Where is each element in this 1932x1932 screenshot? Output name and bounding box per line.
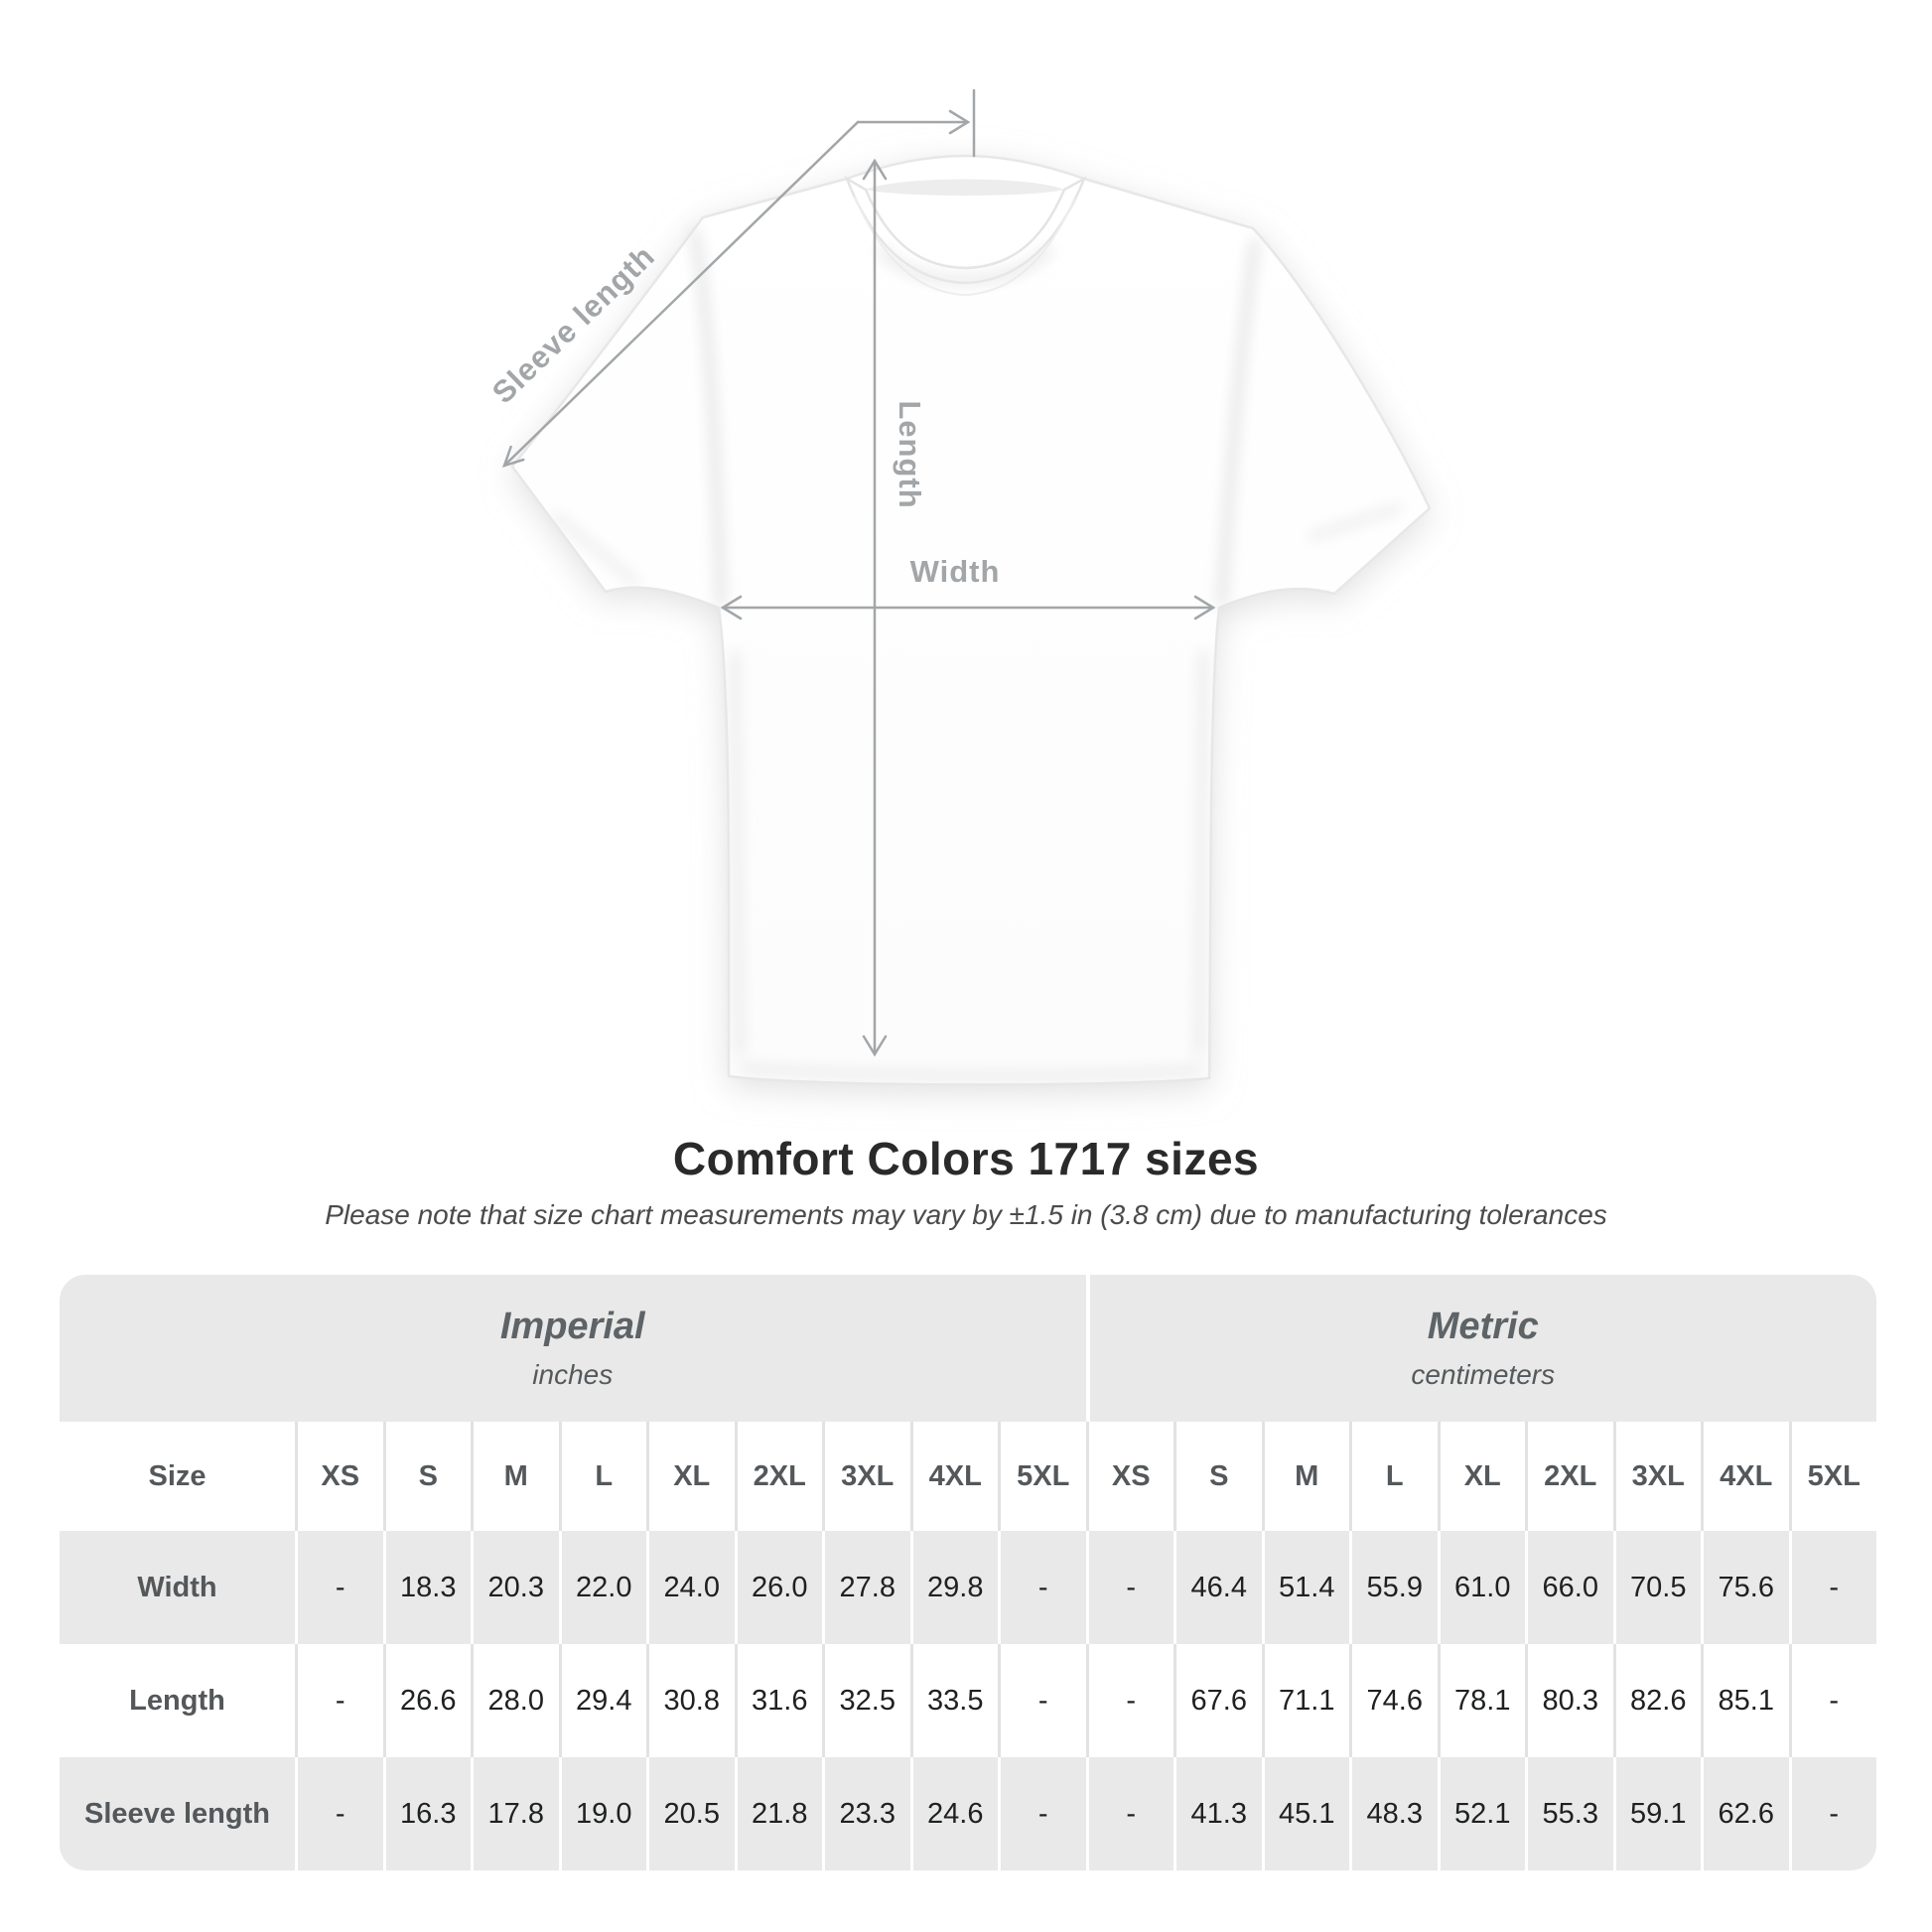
value-cell: 26.6 xyxy=(382,1644,471,1757)
size-column-header: 4XL xyxy=(909,1422,998,1531)
size-column-header: 2XL xyxy=(734,1422,822,1531)
row-label: Sleeve length xyxy=(60,1757,295,1870)
size-corner-header: Size xyxy=(60,1422,295,1531)
value-cell: 85.1 xyxy=(1701,1644,1789,1757)
value-cell: 71.1 xyxy=(1261,1644,1349,1757)
value-cell: 20.3 xyxy=(471,1531,559,1644)
group-sublabel: centimeters xyxy=(1411,1358,1556,1390)
value-cell: 33.5 xyxy=(909,1644,998,1757)
value-cell: 29.4 xyxy=(558,1644,646,1757)
value-cell: 22.0 xyxy=(558,1531,646,1644)
tshirt-image xyxy=(502,88,1432,1086)
value-cell: 74.6 xyxy=(1349,1644,1438,1757)
group-label: Metric xyxy=(1427,1306,1539,1348)
value-cell: 17.8 xyxy=(471,1757,559,1870)
page-title: Comfort Colors 1717 sizes xyxy=(672,1133,1260,1184)
size-column-header: M xyxy=(471,1422,559,1531)
value-cell: - xyxy=(1788,1531,1876,1644)
measurement-arrows xyxy=(502,88,1216,1057)
page-subtitle: Please note that size chart measurements… xyxy=(325,1199,1607,1230)
value-cell: 51.4 xyxy=(1261,1531,1349,1644)
size-column-header: XS xyxy=(295,1422,383,1531)
value-cell: - xyxy=(1085,1644,1173,1757)
value-cell: 78.1 xyxy=(1437,1644,1525,1757)
value-cell: 80.3 xyxy=(1525,1644,1613,1757)
value-cell: - xyxy=(1788,1757,1876,1870)
group-header-metric: Metric centimeters xyxy=(1085,1275,1876,1422)
value-cell: 32.5 xyxy=(822,1644,910,1757)
value-cell: 62.6 xyxy=(1701,1757,1789,1870)
size-table: Imperial inches Metric centimeters Size X… xyxy=(60,1275,1876,1870)
value-cell: 20.5 xyxy=(646,1757,735,1870)
value-cell: 27.8 xyxy=(822,1531,910,1644)
value-cell: 29.8 xyxy=(909,1531,998,1644)
size-column-header: 4XL xyxy=(1701,1422,1789,1531)
value-cell: 59.1 xyxy=(1612,1757,1701,1870)
size-column-header: 3XL xyxy=(822,1422,910,1531)
value-cell: 75.6 xyxy=(1701,1531,1789,1644)
value-cell: 30.8 xyxy=(646,1644,735,1757)
width-arrow xyxy=(720,595,1216,621)
size-column-header: M xyxy=(1261,1422,1349,1531)
size-column-header: 3XL xyxy=(1612,1422,1701,1531)
value-cell: 46.4 xyxy=(1173,1531,1262,1644)
value-cell: - xyxy=(295,1644,383,1757)
value-cell: - xyxy=(998,1531,1086,1644)
value-cell: 67.6 xyxy=(1173,1644,1262,1757)
value-cell: 52.1 xyxy=(1437,1757,1525,1870)
size-column-header: S xyxy=(1173,1422,1262,1531)
group-header-imperial: Imperial inches xyxy=(60,1275,1086,1422)
value-cell: 26.0 xyxy=(734,1531,822,1644)
value-cell: 48.3 xyxy=(1349,1757,1438,1870)
row-label: Length xyxy=(60,1644,295,1757)
value-cell: 70.5 xyxy=(1612,1531,1701,1644)
shirt-diagram: Sleeve length Length Width xyxy=(485,88,1432,1086)
sleeve-length-arrow xyxy=(502,109,971,468)
value-cell: 66.0 xyxy=(1525,1531,1613,1644)
value-cell: 61.0 xyxy=(1437,1531,1525,1644)
value-cell: 21.8 xyxy=(734,1757,822,1870)
value-cell: 28.0 xyxy=(471,1644,559,1757)
value-cell: - xyxy=(1788,1644,1876,1757)
size-column-header: 2XL xyxy=(1525,1422,1613,1531)
value-cell: - xyxy=(295,1757,383,1870)
width-label: Width xyxy=(909,554,1001,589)
value-cell: 55.3 xyxy=(1525,1757,1613,1870)
value-cell: - xyxy=(998,1757,1086,1870)
value-cell: 31.6 xyxy=(734,1644,822,1757)
value-cell: 16.3 xyxy=(382,1757,471,1870)
size-column-header: L xyxy=(558,1422,646,1531)
size-column-header: XS xyxy=(1085,1422,1173,1531)
size-column-header: S xyxy=(382,1422,471,1531)
size-column-header: 5XL xyxy=(998,1422,1086,1531)
size-column-header: XL xyxy=(1437,1422,1525,1531)
value-cell: 45.1 xyxy=(1261,1757,1349,1870)
value-cell: - xyxy=(1085,1757,1173,1870)
group-label: Imperial xyxy=(499,1306,645,1348)
value-cell: - xyxy=(295,1531,383,1644)
tshirt-graphic xyxy=(510,154,1432,1086)
value-cell: 82.6 xyxy=(1612,1644,1701,1757)
value-cell: 18.3 xyxy=(382,1531,471,1644)
value-cell: 23.3 xyxy=(822,1757,910,1870)
value-cell: 55.9 xyxy=(1349,1531,1438,1644)
size-column-header: 5XL xyxy=(1788,1422,1876,1531)
value-cell: - xyxy=(998,1644,1086,1757)
group-sublabel: inches xyxy=(532,1358,614,1390)
size-column-header: L xyxy=(1349,1422,1438,1531)
value-cell: 24.6 xyxy=(909,1757,998,1870)
size-column-header: XL xyxy=(646,1422,735,1531)
value-cell: 41.3 xyxy=(1173,1757,1262,1870)
row-label: Width xyxy=(60,1531,295,1644)
value-cell: 19.0 xyxy=(558,1757,646,1870)
length-label: Length xyxy=(893,400,927,509)
value-cell: 24.0 xyxy=(646,1531,735,1644)
value-cell: - xyxy=(1085,1531,1173,1644)
